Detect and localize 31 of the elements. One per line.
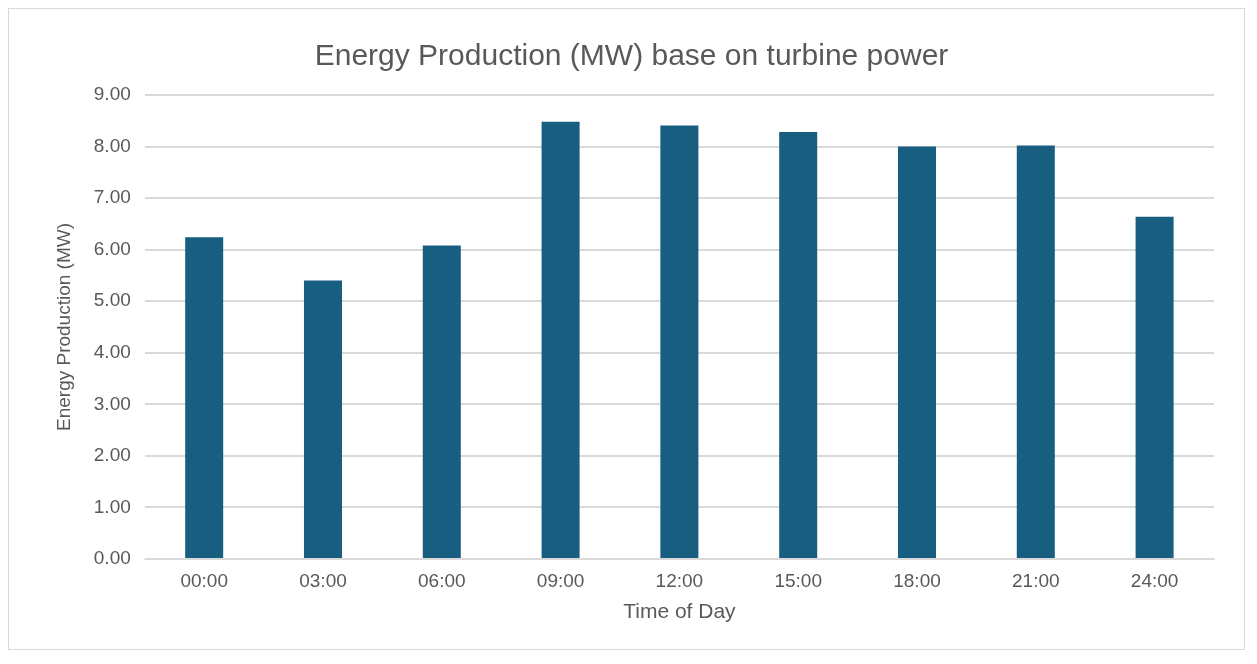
y-tick-label: 7.00 bbox=[93, 186, 131, 208]
x-tick-label: 21:00 bbox=[1012, 569, 1060, 591]
y-tick-label: 2.00 bbox=[93, 444, 131, 466]
y-tick-label: 5.00 bbox=[93, 289, 131, 311]
y-tick-label: 9.00 bbox=[93, 83, 131, 105]
y-tick-label: 6.00 bbox=[93, 237, 131, 259]
x-tick-label: 24:00 bbox=[1130, 569, 1179, 591]
bar bbox=[422, 245, 461, 558]
x-tick-label: 06:00 bbox=[418, 569, 466, 591]
y-tick-label: 1.00 bbox=[93, 495, 131, 517]
bar bbox=[185, 237, 224, 558]
x-axis-title: Time of Day bbox=[623, 599, 737, 623]
bar bbox=[303, 280, 342, 558]
bar bbox=[897, 146, 936, 558]
bar bbox=[541, 121, 580, 558]
y-tick-label: 0.00 bbox=[93, 547, 131, 569]
x-tick-label: 03:00 bbox=[299, 569, 347, 591]
y-tick-label: 4.00 bbox=[93, 341, 131, 363]
x-tick-label: 15:00 bbox=[774, 569, 822, 591]
y-tick-label: 3.00 bbox=[93, 392, 131, 414]
bar bbox=[1135, 216, 1174, 558]
bar bbox=[779, 132, 818, 558]
bar bbox=[1016, 145, 1055, 558]
chart-title: Energy Production (MW) base on turbine power bbox=[314, 38, 949, 72]
x-tick-label: 09:00 bbox=[536, 569, 585, 591]
x-tick-label: 18:00 bbox=[893, 569, 941, 591]
x-tick-label: 12:00 bbox=[655, 569, 704, 591]
x-tick-label: 00:00 bbox=[180, 569, 228, 591]
y-axis-title: Energy Production (MW) bbox=[52, 222, 74, 432]
y-tick-label: 8.00 bbox=[93, 134, 131, 156]
bar bbox=[660, 125, 699, 558]
